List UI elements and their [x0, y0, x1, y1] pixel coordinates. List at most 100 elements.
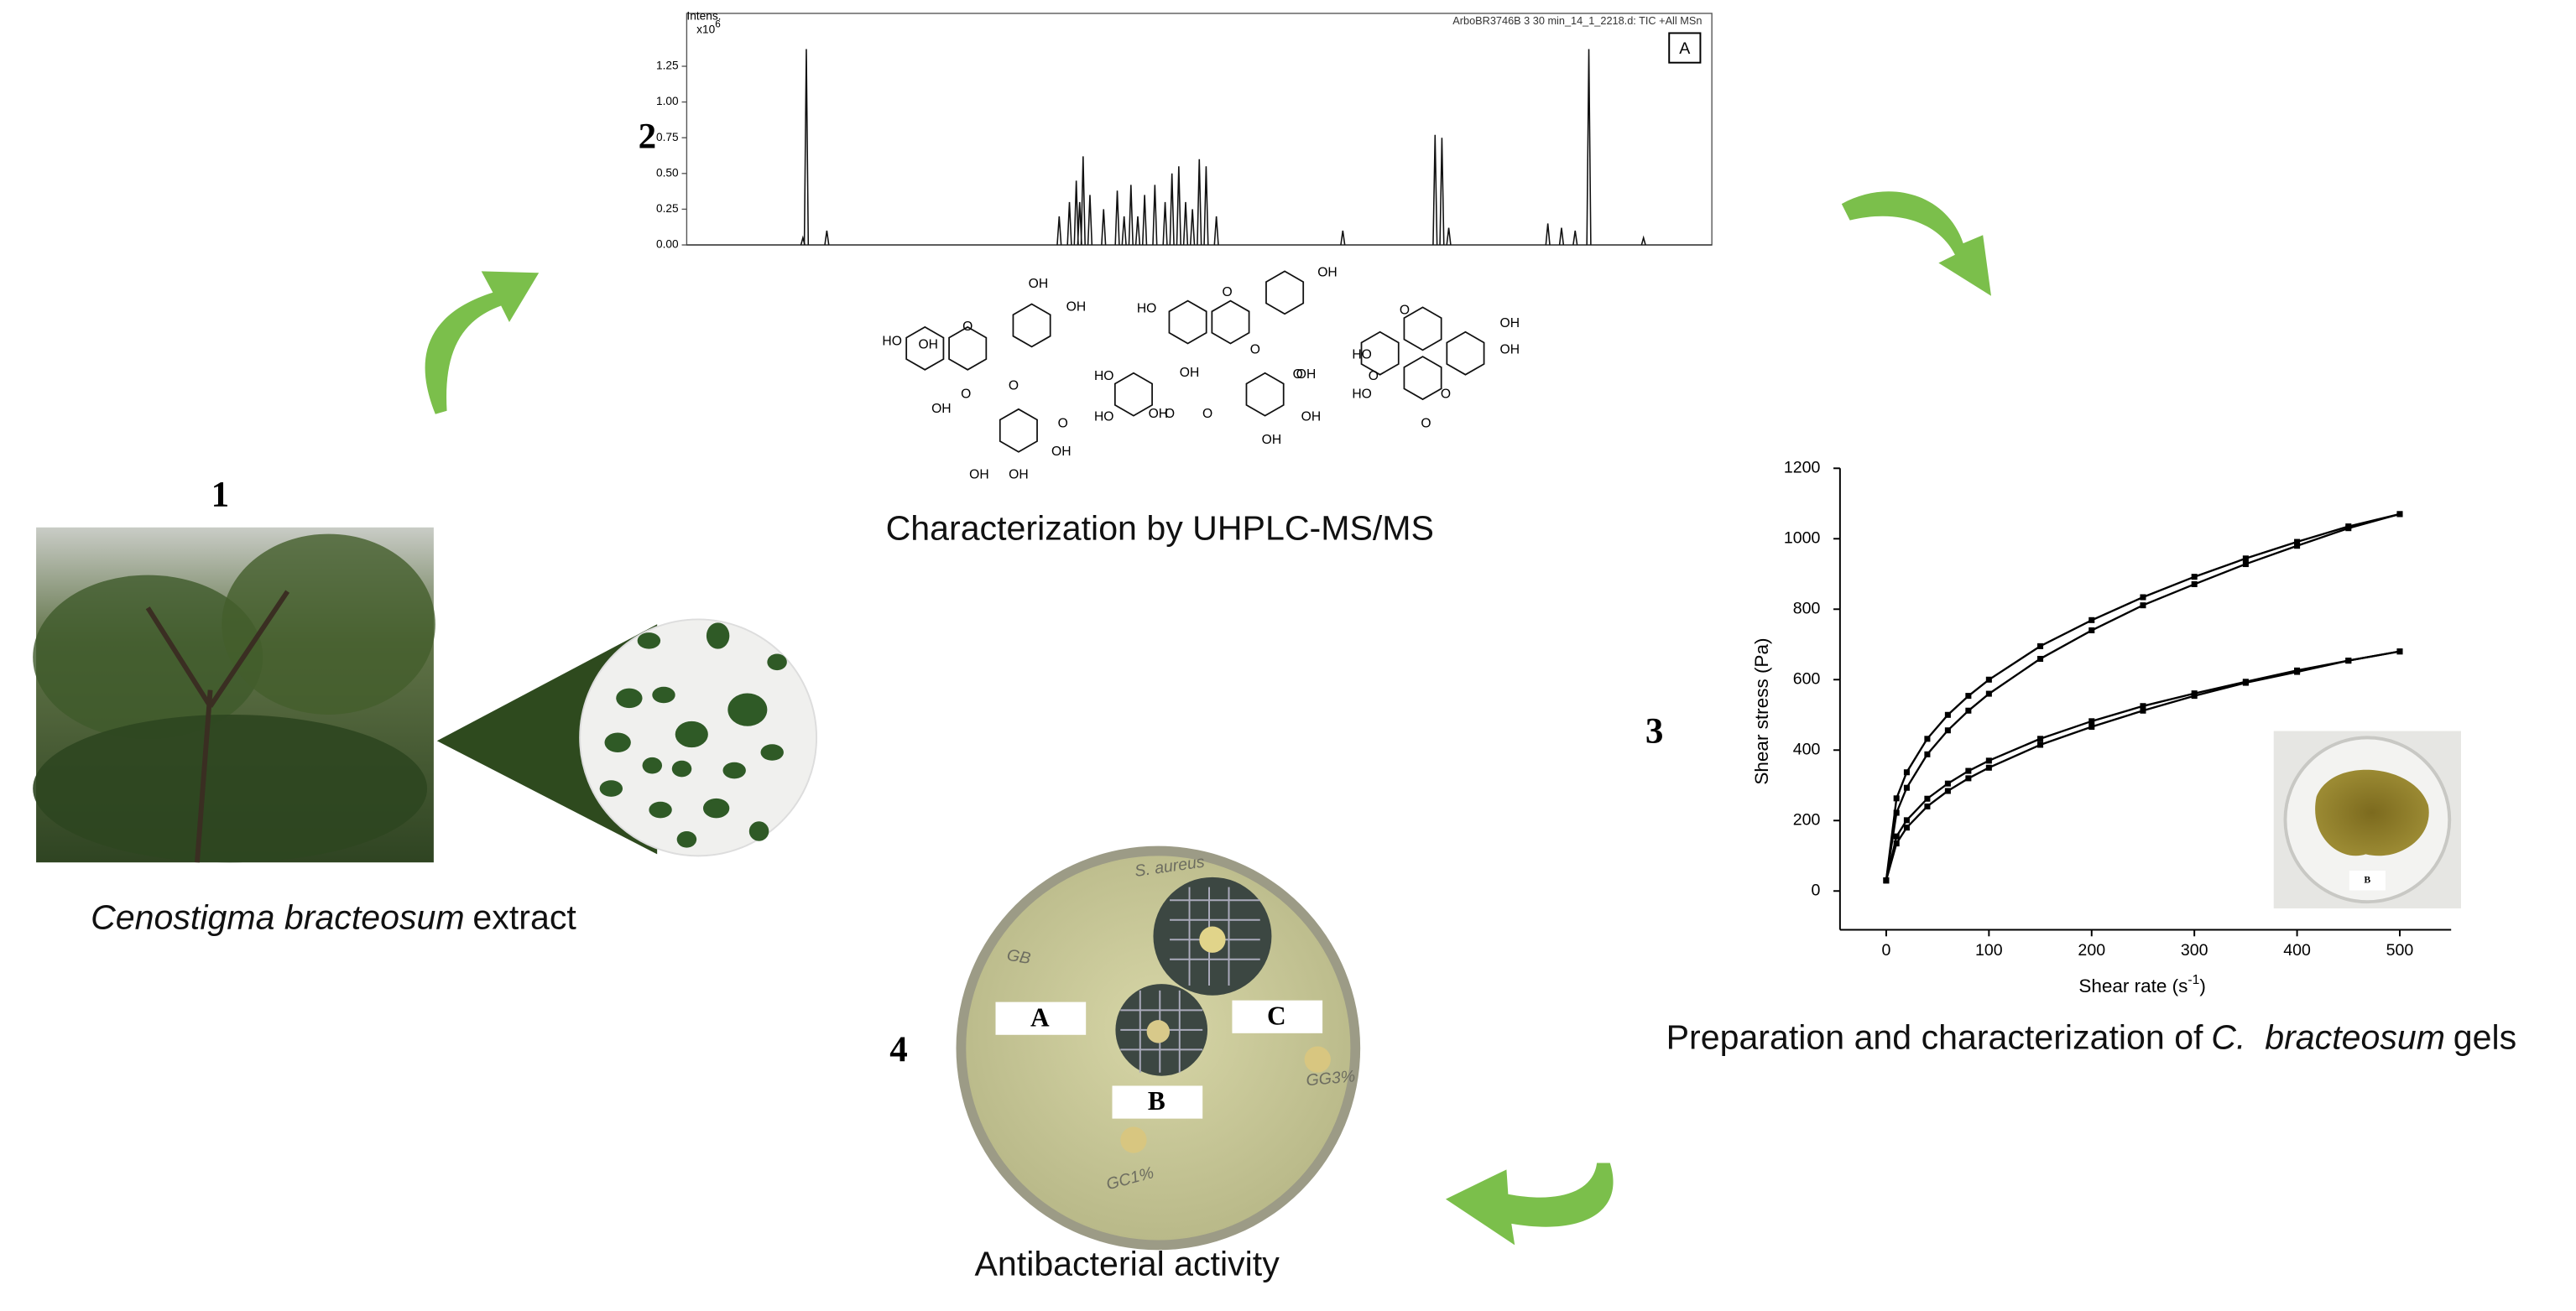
data-point — [2345, 525, 2352, 532]
data-point — [2088, 718, 2095, 725]
data-point — [1903, 817, 1910, 824]
y-axis-label: Shear stress (Pa) — [1751, 638, 1772, 785]
data-point — [2396, 511, 2403, 518]
peak — [1152, 185, 1158, 246]
atom-label: O — [961, 387, 971, 401]
ring — [948, 325, 988, 371]
label-box — [995, 1001, 1087, 1035]
caption-text: extract — [472, 898, 576, 937]
data-point — [2242, 679, 2249, 686]
atom-label: OH — [931, 402, 951, 416]
panel-label: A — [1679, 39, 1691, 58]
peak — [1189, 209, 1196, 246]
tree-photo — [33, 527, 435, 863]
y-tick-label: 400 — [1793, 740, 1821, 758]
peak — [1586, 49, 1592, 246]
arrow — [1445, 1163, 1614, 1246]
peak — [1213, 216, 1219, 246]
atom-label: HO — [1352, 347, 1371, 362]
atom-label: O — [1009, 379, 1019, 393]
atom-label: HO — [1094, 369, 1113, 383]
peak — [1558, 227, 1565, 246]
x-axis-label-end: ) — [2199, 975, 2205, 996]
label-box — [2349, 870, 2386, 891]
atom-label: HO — [1137, 302, 1156, 316]
data-point — [1924, 795, 1931, 802]
data-point — [2242, 555, 2249, 562]
cycle-arrows — [425, 191, 1991, 1246]
peak — [1182, 201, 1189, 246]
ring — [1113, 372, 1153, 417]
ring — [1211, 299, 1250, 345]
x-axis-label-text: Shear rate (s — [2078, 975, 2188, 996]
atom-label: OH — [1009, 467, 1028, 481]
atom-label: O — [1369, 369, 1379, 383]
y-tick-label: 0 — [1811, 881, 1820, 899]
x-axis-label-sup: -1 — [2188, 973, 2199, 987]
data-point — [2396, 648, 2403, 655]
well — [1304, 1046, 1331, 1073]
foliage — [222, 533, 435, 715]
peak — [1134, 216, 1141, 246]
atom-label: O — [1421, 417, 1431, 431]
atom-label: O — [1293, 367, 1303, 382]
caption-species: Cenostigma bracteosum — [91, 898, 465, 937]
ring — [1168, 299, 1207, 345]
label-box — [1112, 1085, 1203, 1119]
peak — [1176, 166, 1181, 246]
y-tick-label: 200 — [1793, 810, 1821, 829]
data-point — [1903, 825, 1910, 831]
caption: Characterization by UHPLC-MS/MS — [886, 509, 1434, 548]
well — [1199, 926, 1226, 953]
ring — [1446, 330, 1485, 376]
peak — [1066, 201, 1072, 246]
y-tick-label: 0.75 — [656, 131, 679, 143]
caption-text: Preparation and characterization of — [1666, 1018, 2203, 1057]
panel-box — [1668, 32, 1702, 64]
data-point — [2140, 602, 2146, 609]
well — [1146, 1020, 1171, 1043]
ring — [1265, 270, 1305, 315]
data-point — [2294, 538, 2301, 545]
y-scale-base: x10 — [696, 23, 715, 35]
data-point — [1965, 693, 1972, 700]
y-tick-label: 600 — [1793, 669, 1821, 688]
peak — [1141, 195, 1148, 246]
peak — [1101, 209, 1107, 246]
atom-label: OH — [1262, 433, 1281, 447]
peak — [1087, 195, 1093, 246]
data-point — [1985, 676, 1992, 683]
data-point — [1924, 736, 1931, 742]
peak — [1545, 223, 1551, 246]
well — [1120, 1126, 1147, 1153]
atom-label: O — [1202, 407, 1212, 421]
peak — [1197, 159, 1202, 246]
peak — [1432, 134, 1438, 246]
data-point — [1985, 764, 1992, 771]
data-point — [2242, 561, 2249, 568]
data-point — [1893, 809, 1900, 816]
caption-species: C. bracteosum — [2211, 1018, 2445, 1057]
ring — [1403, 306, 1442, 351]
peak — [1203, 166, 1209, 246]
plate-label: B — [1148, 1086, 1165, 1116]
data-point — [2191, 580, 2198, 587]
peak — [1169, 173, 1175, 246]
peak — [1446, 227, 1452, 246]
data-point — [2037, 655, 2044, 663]
caption: Preparation and characterization of C. br… — [1666, 1018, 2517, 1057]
leaves-photo — [579, 618, 818, 857]
data-point — [2140, 707, 2146, 714]
arrow — [425, 271, 540, 414]
ring — [999, 408, 1038, 453]
atom-label: O — [1441, 387, 1451, 401]
data-point — [2037, 642, 2044, 649]
atom-label: OH — [1296, 367, 1316, 382]
ring — [905, 325, 945, 371]
peak — [1114, 190, 1120, 246]
data-point — [2294, 543, 2301, 549]
ring — [1245, 372, 1285, 417]
data-point — [1965, 707, 1972, 714]
